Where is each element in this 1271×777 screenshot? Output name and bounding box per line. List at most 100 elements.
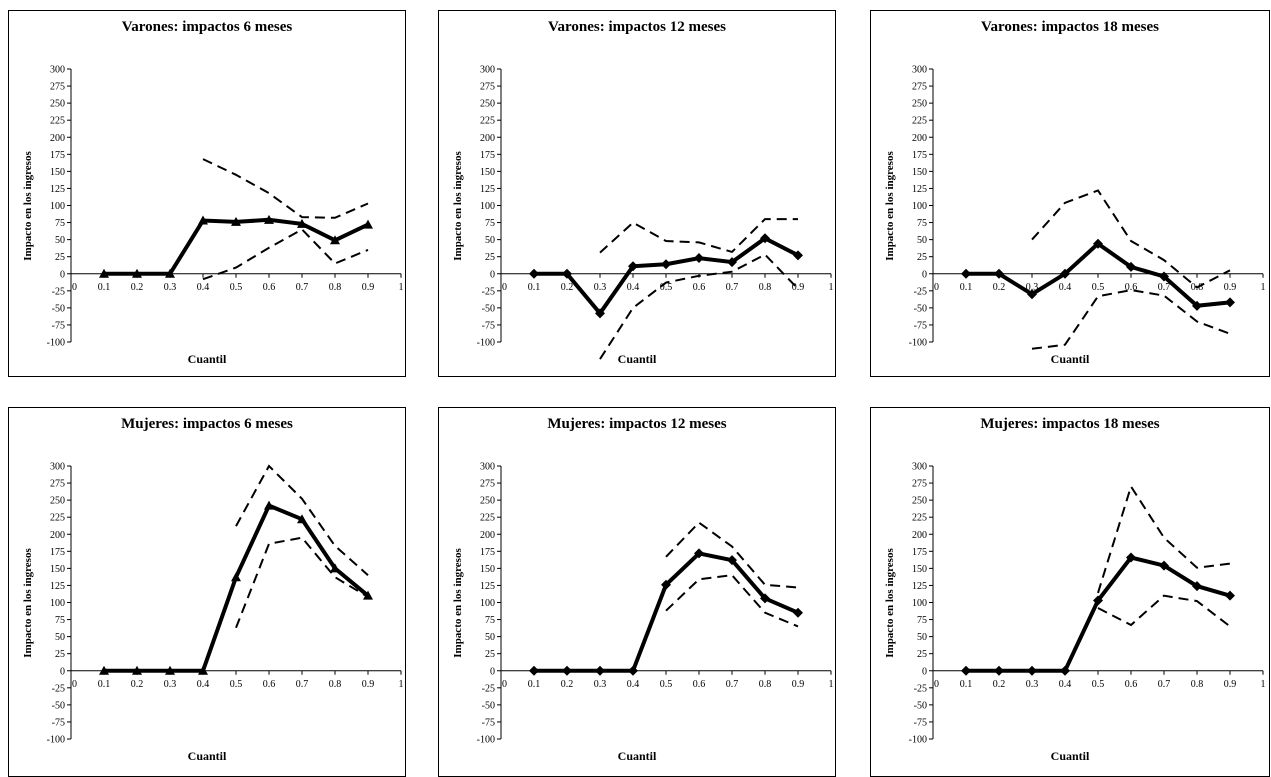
chart-panel-varones-12: Varones: impactos 12 meses Cuantil Impacto… [438,10,836,377]
y-tick-label: 200 [912,133,927,144]
data-point [264,214,274,224]
data-point [793,250,803,261]
y-tick-label: -100 [477,735,495,746]
data-point [562,268,572,279]
data-point [231,216,241,226]
data-point [231,572,241,582]
y-tick-label: 0 [490,269,495,280]
x-tick-label: 0.1 [98,679,111,690]
x-tick-label: 0.5 [660,679,673,690]
y-tick-label: -75 [914,320,927,331]
upper-bound-line [1031,189,1231,289]
x-tick-label: 1 [399,679,404,690]
y-tick-label: 150 [50,564,65,575]
data-point [760,233,770,244]
y-tick-label: -100 [909,735,927,746]
y-tick-label: 125 [480,184,495,195]
chart-title: Mujeres: impactos 18 meses [980,416,1160,432]
y-tick-label: 300 [50,65,65,76]
data-point [760,593,770,604]
y-tick-label: 250 [912,496,927,507]
data-point [1159,271,1169,282]
y-tick-label: 200 [50,133,65,144]
data-point [99,268,109,278]
x-axis-label: Cuantil [1050,749,1090,763]
y-tick-label: 175 [912,547,927,558]
y-tick-label: 100 [50,201,65,212]
data-point [628,261,638,272]
x-tick-label: 0.4 [1059,679,1072,690]
data-point [1060,665,1070,676]
data-point [132,268,142,278]
x-tick-label: 0.1 [960,679,973,690]
data-point [793,607,803,618]
data-point [694,253,704,264]
data-point [595,665,605,676]
chart-panel-mujeres-18: Mujeres: impactos 18 meses Cuantil Impacto… [870,407,1270,777]
chart-title: Varones: impactos 6 meses [121,19,293,35]
y-tick-label: 225 [912,116,927,127]
y-tick-label: 250 [480,496,495,507]
x-tick-label: 0.3 [164,679,177,690]
y-tick-label: 300 [480,65,495,76]
lower-bound-line [1031,289,1231,350]
chart-title: Mujeres: impactos 6 meses [121,416,293,432]
x-tick-label: 0.4 [627,282,640,293]
data-point [132,665,142,675]
y-tick-label: -100 [477,338,495,349]
chart-panel-varones-18: Varones: impactos 18 meses Cuantil Impacto… [870,10,1270,377]
data-point [961,665,971,676]
x-tick-label: 0.6 [263,282,276,293]
x-tick-label: 0.2 [561,282,574,293]
y-tick-label: 0 [60,269,65,280]
x-tick-label: 1 [1261,282,1266,293]
chart-title: Mujeres: impactos 12 meses [547,416,727,432]
y-tick-label: -75 [52,717,65,728]
x-tick-label: 0 [72,679,77,690]
data-point [99,665,109,675]
y-tick-label: 275 [912,82,927,93]
data-point [1159,560,1169,571]
x-tick-label: 0.1 [960,282,973,293]
x-tick-label: 0.4 [1059,282,1072,293]
y-tick-label: 225 [480,513,495,524]
data-point [1126,261,1136,272]
x-tick-label: 0.5 [230,679,243,690]
y-tick-label: 125 [50,581,65,592]
x-tick-label: 0.6 [1125,282,1138,293]
x-tick-label: 0 [934,679,939,690]
data-point [330,235,340,245]
x-tick-label: 0.1 [528,679,541,690]
data-point [264,500,274,510]
y-tick-label: -75 [482,320,495,331]
data-point [330,563,340,573]
y-tick-label: 50 [917,632,927,643]
data-point [198,665,208,675]
y-tick-label: 0 [490,666,495,677]
x-axis-label: Cuantil [617,352,657,366]
y-tick-label: 50 [917,235,927,246]
y-tick-label: 125 [912,581,927,592]
data-point [1060,268,1070,279]
estimate-line [966,555,1231,673]
x-tick-label: 0.5 [230,282,243,293]
y-tick-label: 100 [50,598,65,609]
x-tick-label: 0 [72,282,77,293]
y-tick-label: 100 [480,201,495,212]
x-tick-label: 0.7 [296,679,309,690]
x-tick-label: 0.8 [759,282,772,293]
data-point [529,665,539,676]
chart-title: Varones: impactos 12 meses [548,19,726,35]
y-tick-label: 250 [50,496,65,507]
x-tick-label: 0.2 [131,282,144,293]
data-point [297,514,307,524]
y-tick-label: -25 [52,286,65,297]
y-tick-label: 175 [480,547,495,558]
chart-plot: 3002752502252001751501251007550250-25-50… [909,462,1266,746]
x-tick-label: 0.4 [197,282,210,293]
x-axis-label: Cuantil [617,749,657,763]
y-tick-label: 175 [50,547,65,558]
upper-bound-line [665,521,799,589]
y-tick-label: 50 [485,235,495,246]
y-tick-label: 50 [55,235,65,246]
